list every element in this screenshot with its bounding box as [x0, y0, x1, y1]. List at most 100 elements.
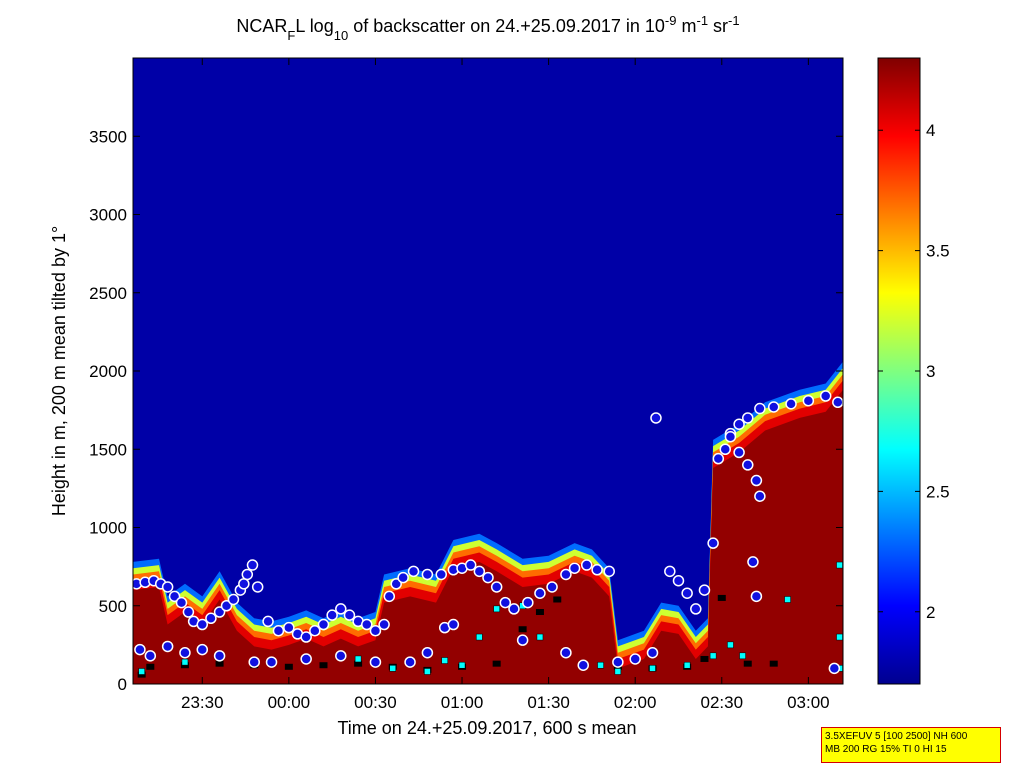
black-marker	[743, 660, 752, 667]
colorbar-tick-label: 2.5	[926, 482, 950, 501]
x-tick-label: 00:00	[268, 693, 311, 712]
purple-marker	[534, 587, 546, 599]
purple-marker	[421, 568, 434, 581]
x-tick-label: 02:30	[701, 693, 744, 712]
x-tick-label: 01:30	[527, 693, 570, 712]
purple-marker	[802, 394, 815, 407]
purple-marker	[179, 646, 191, 659]
y-tick-label: 2000	[89, 362, 127, 381]
purple-marker	[754, 490, 766, 502]
y-tick-label: 3000	[89, 206, 127, 225]
black-marker	[146, 663, 155, 670]
purple-marker	[144, 650, 157, 662]
purple-marker	[265, 656, 278, 668]
purple-marker	[361, 618, 373, 631]
black-marker	[553, 596, 562, 603]
cyan-marker	[354, 655, 362, 663]
purple-marker	[175, 596, 188, 609]
y-tick-label: 0	[118, 675, 127, 694]
purple-marker	[161, 640, 174, 653]
x-tick-label: 01:00	[441, 693, 484, 712]
cyan-marker	[138, 668, 145, 675]
purple-marker	[681, 587, 693, 599]
purple-marker	[767, 401, 780, 413]
purple-marker	[182, 606, 195, 618]
purple-marker	[335, 650, 347, 662]
purple-marker	[499, 596, 512, 609]
y-tick-label: 1500	[89, 440, 127, 459]
purple-marker	[828, 662, 841, 675]
purple-marker	[733, 418, 745, 430]
y-tick-label: 1000	[89, 519, 127, 538]
x-tick-label: 03:00	[787, 693, 830, 712]
colorbar-tick-label: 4	[926, 121, 935, 140]
purple-marker	[248, 656, 260, 668]
cyan-marker	[536, 633, 544, 641]
purple-marker	[698, 584, 711, 596]
cyan-marker	[493, 605, 500, 613]
black-marker	[769, 660, 778, 667]
purple-marker	[724, 430, 737, 443]
purple-marker	[629, 653, 641, 665]
cyan-marker	[597, 661, 604, 669]
purple-marker	[750, 474, 763, 487]
purple-marker	[508, 603, 520, 615]
purple-marker	[646, 646, 659, 659]
purple-marker	[283, 621, 295, 634]
purple-marker	[300, 631, 312, 643]
purple-marker	[213, 606, 226, 618]
black-marker	[284, 663, 293, 670]
purple-marker	[690, 603, 702, 615]
purple-marker	[317, 618, 330, 631]
purple-marker	[421, 646, 434, 659]
purple-marker	[819, 390, 832, 402]
purple-marker	[707, 537, 719, 549]
purple-marker	[719, 443, 731, 455]
black-marker	[492, 660, 501, 667]
purple-marker	[369, 625, 382, 637]
y-axis-label: Height in m, 200 m mean tilted by 1°	[49, 226, 69, 516]
purple-marker	[272, 625, 285, 637]
purple-marker	[580, 559, 593, 571]
purple-marker	[369, 656, 382, 668]
purple-marker	[490, 581, 503, 593]
purple-marker	[672, 574, 685, 587]
settings-info-box: 3.5XEFUV 5 [100 2500] NH 600 MB 200 RG 1…	[821, 727, 1001, 763]
purple-marker	[750, 590, 763, 603]
purple-marker	[650, 412, 662, 424]
purple-marker	[220, 600, 233, 612]
purple-marker	[238, 578, 250, 590]
cyan-marker	[181, 658, 189, 666]
purple-marker	[712, 452, 725, 465]
purple-marker	[134, 643, 146, 656]
purple-marker	[390, 578, 402, 590]
purple-marker	[251, 581, 264, 593]
chart-title: NCARFL log10 of backscatter on 24.+25.09…	[236, 13, 739, 43]
purple-marker	[733, 446, 745, 459]
black-marker	[717, 594, 726, 601]
purple-marker	[435, 568, 447, 581]
cyan-marker	[458, 661, 466, 669]
purple-marker	[397, 571, 409, 584]
purple-marker	[262, 615, 274, 628]
cyan-marker	[739, 652, 746, 660]
colorbar-gradient	[877, 57, 921, 685]
purple-marker	[205, 612, 217, 625]
purple-marker	[516, 634, 529, 646]
purple-marker	[246, 559, 259, 571]
purple-marker	[300, 653, 312, 665]
y-tick-label: 2500	[89, 284, 127, 303]
y-axis: 0 500 1000 1500 2000 2500 3000 3500	[89, 127, 843, 694]
purple-marker	[161, 581, 174, 593]
purple-marker	[447, 618, 460, 631]
cyan-marker	[683, 661, 691, 669]
colorbar-tick-label: 2	[926, 603, 935, 622]
info-line-2: MB 200 RG 15% TI 0 HI 15	[825, 744, 947, 755]
cyan-marker	[784, 596, 791, 603]
purple-marker	[335, 603, 347, 615]
y-tick-label: 500	[99, 597, 127, 616]
purple-marker	[577, 659, 589, 671]
cyan-marker	[709, 652, 717, 660]
purple-marker	[407, 565, 420, 578]
